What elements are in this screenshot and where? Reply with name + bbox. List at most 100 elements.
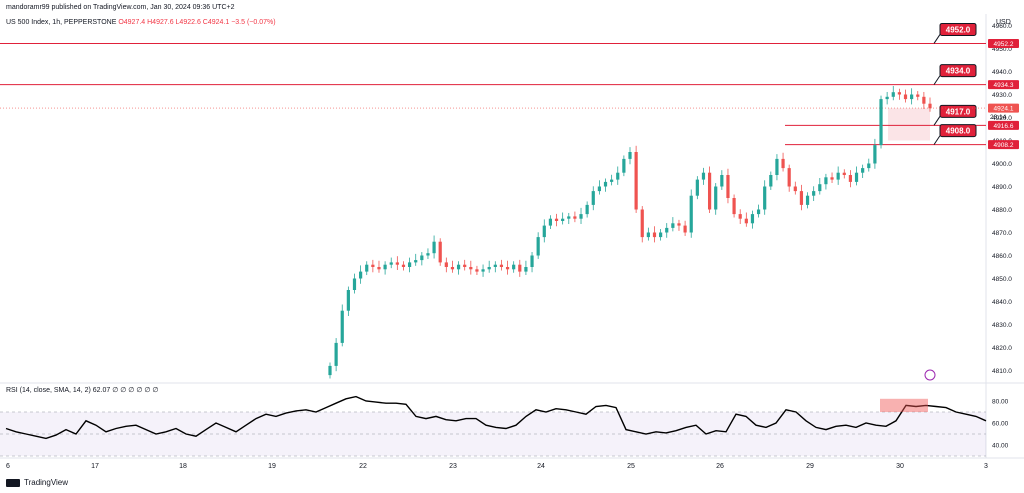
price-tick-label: 4960.0 xyxy=(992,23,1012,30)
candle-body xyxy=(359,271,363,279)
candle-body xyxy=(505,267,510,270)
candle-body xyxy=(744,218,748,224)
candle-body xyxy=(689,195,693,233)
candle-body xyxy=(879,99,883,146)
candle-body xyxy=(377,267,381,270)
lightning-icon xyxy=(924,369,936,381)
publish-info: mandoramr99 published on TradingView.com… xyxy=(6,4,235,11)
price-tick-label: 4900.0 xyxy=(992,161,1012,168)
candle-body xyxy=(389,262,393,265)
candle-body xyxy=(493,264,497,267)
candle-body xyxy=(897,92,901,95)
price-tick-label: 4810.0 xyxy=(992,368,1012,375)
callout-pointer xyxy=(933,116,941,126)
candle-body xyxy=(775,158,779,175)
candle-body xyxy=(701,172,706,180)
candle-body xyxy=(903,94,908,100)
candle-body xyxy=(420,255,424,261)
price-tick-label: 4920.0 xyxy=(992,115,1012,122)
candle-body xyxy=(573,216,577,219)
candle-body xyxy=(616,172,620,180)
price-tick-label: 4830.0 xyxy=(992,322,1012,329)
candle-body xyxy=(395,262,399,265)
candle-body xyxy=(542,225,546,238)
candle-body xyxy=(830,177,834,180)
price-tick-label: 4820.0 xyxy=(992,345,1012,352)
price-tick-label: 4890.0 xyxy=(992,184,1012,191)
candle-body xyxy=(646,232,650,238)
level-axis-label: 4908.2 xyxy=(994,142,1014,149)
candle-body xyxy=(634,152,638,210)
candle-body xyxy=(922,96,926,104)
time-tick-label: 18 xyxy=(179,463,187,470)
time-tick-label: 30 xyxy=(896,463,904,470)
level-callout-label: 4917.0 xyxy=(946,107,971,116)
level-axis-tag xyxy=(988,38,1019,48)
candle-body xyxy=(867,163,871,169)
candle-body xyxy=(450,267,455,270)
candle-body xyxy=(426,253,430,256)
candle-body xyxy=(916,94,920,97)
candle-body xyxy=(432,241,436,254)
candle-body xyxy=(548,218,553,226)
candle-body xyxy=(756,209,761,215)
callout-pointer xyxy=(933,135,941,145)
candle-body xyxy=(352,278,357,290)
level-callout xyxy=(939,22,977,36)
candle-body xyxy=(824,177,828,185)
candle-body xyxy=(499,264,504,267)
rsi-legend: RSI (14, close, SMA, 14, 2) 62.07 ∅ ∅ ∅ … xyxy=(6,387,159,394)
candle-body xyxy=(836,172,840,180)
candle-body xyxy=(732,198,736,215)
candle-body xyxy=(885,96,889,100)
candle-body xyxy=(910,94,914,100)
candle-body xyxy=(579,214,583,219)
price-zone xyxy=(888,108,930,141)
candle-body xyxy=(610,179,614,182)
current-price-label: 4924.1 xyxy=(994,106,1014,113)
candle-body xyxy=(438,241,442,263)
price-tick-label: 4880.0 xyxy=(992,207,1012,214)
price-tick-label: 4860.0 xyxy=(992,253,1012,260)
candle-body xyxy=(726,175,730,198)
current-price-tag xyxy=(988,103,1019,113)
time-tick-label: 24 xyxy=(537,463,545,470)
candle-body xyxy=(414,260,418,263)
level-callout xyxy=(939,64,977,78)
level-axis-label: 4952.2 xyxy=(994,41,1014,48)
footer-brand: TradingView xyxy=(24,478,69,487)
candle-body xyxy=(707,172,712,210)
time-tick-label: 29 xyxy=(806,463,814,470)
time-tick-label: 3 xyxy=(984,463,988,470)
rsi-tick-label: 40.00 xyxy=(992,443,1009,450)
level-callout-label: 4934.0 xyxy=(946,67,971,76)
candle-body xyxy=(848,175,853,182)
candle-body xyxy=(622,158,626,173)
candle-body xyxy=(407,262,412,267)
candle-body xyxy=(340,310,344,343)
level-callout xyxy=(939,124,977,138)
candle-body xyxy=(628,152,632,159)
ohlc-values: O4927.4 H4927.6 L4922.6 C4924.1 −3.5 (−0… xyxy=(118,19,276,26)
candle-body xyxy=(554,218,559,221)
candle-body xyxy=(591,191,595,205)
candle-body xyxy=(469,267,473,270)
rsi-tick-label: 80.00 xyxy=(992,399,1009,406)
rsi-highlight-box xyxy=(880,398,928,412)
candle-body xyxy=(463,264,467,267)
candle-body xyxy=(401,264,406,267)
countdown-label: 23:14 xyxy=(990,114,1007,121)
candle-body xyxy=(597,186,601,192)
candle-body xyxy=(805,195,810,205)
candle-body xyxy=(346,290,350,311)
candle-body xyxy=(854,172,859,182)
candle-body xyxy=(750,214,755,224)
time-tick-label: 22 xyxy=(359,463,367,470)
candle-body xyxy=(818,184,822,192)
candle-body xyxy=(720,175,724,187)
candle-body xyxy=(444,262,448,267)
candle-body xyxy=(524,267,528,272)
level-axis-label: 4934.3 xyxy=(994,82,1014,89)
candle-body xyxy=(781,158,785,169)
